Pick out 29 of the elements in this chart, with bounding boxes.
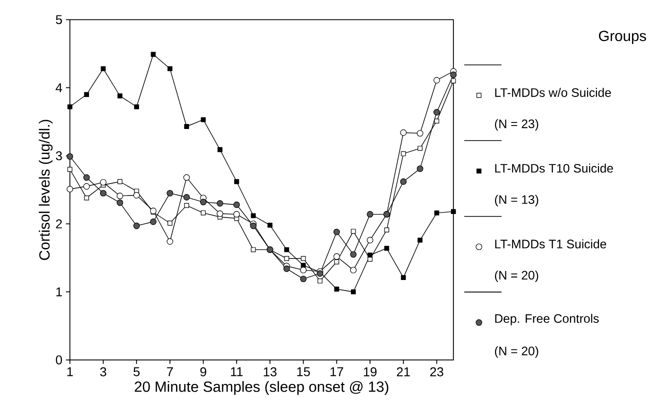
x-tick-label: 23: [430, 367, 444, 376]
text: (N = 20): [494, 270, 538, 282]
text: (N = 23): [494, 119, 538, 131]
y-tick-label: 4: [56, 83, 62, 92]
y-tick-label: 2: [56, 219, 62, 228]
x-tick-label: 13: [264, 367, 277, 376]
text: (N = 13): [494, 194, 538, 206]
x-tick-label: 5: [134, 367, 140, 376]
y-tick-label: 5: [56, 15, 62, 24]
x-tick-label: 1: [67, 367, 73, 376]
x-tick-label: 11: [230, 367, 243, 376]
y-axis-title: Cortisol levels (ug/dl.): [38, 120, 53, 260]
legend-label: LT-MDDs T10 Suicide: [495, 164, 613, 173]
legend-label: LT-MDDs T1 Suicide: [495, 239, 606, 248]
x-tick-label: 3: [100, 367, 106, 376]
x-tick-label: 21: [396, 367, 410, 376]
legend-title: Groups: [598, 30, 646, 44]
y-tick-label: 1: [56, 287, 62, 296]
x-tick-label: 15: [297, 367, 310, 376]
x-tick-label: 19: [364, 367, 377, 376]
x-axis-title: 20 Minute Samples (sleep onset @ 13): [134, 381, 388, 395]
legend-label: LT-MDDs w/o Suicide: [495, 88, 611, 97]
text: (N = 20): [494, 346, 538, 358]
x-tick-label: 7: [167, 367, 173, 376]
y-tick-label: 3: [56, 151, 62, 160]
legend-label: Dep. Free Controls: [495, 314, 599, 326]
y-tick-label: 0: [56, 355, 62, 364]
x-tick-label: 9: [200, 367, 206, 376]
x-tick-label: 17: [330, 367, 344, 376]
